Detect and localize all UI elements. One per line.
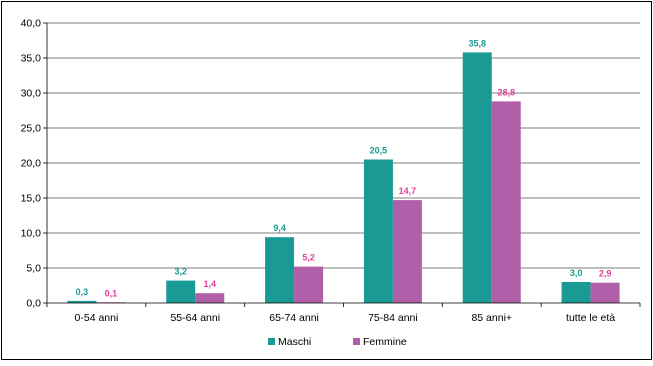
bar-maschi bbox=[363, 159, 393, 303]
bar-maschi bbox=[462, 52, 492, 304]
legend-swatch-femmine bbox=[353, 338, 360, 345]
bar-femmine bbox=[294, 266, 324, 303]
bar-maschi bbox=[166, 280, 196, 303]
data-labels: 0,3 0,1 3,2 1,4 9,4 5,2 20,5 14,7 35,8 28,8 3,0 2,9 bbox=[76, 38, 612, 298]
data-label: 9,4 bbox=[273, 223, 286, 233]
y-tick-label: 30,0 bbox=[21, 88, 42, 100]
y-tick-label: 0,0 bbox=[26, 298, 41, 310]
data-label: 35,8 bbox=[468, 38, 486, 48]
y-tick-label: 25,0 bbox=[21, 123, 42, 135]
bars bbox=[67, 52, 620, 304]
data-label: 0,3 bbox=[76, 287, 89, 297]
x-tick-label: 75-84 anni bbox=[368, 312, 418, 324]
y-tick-label: 40,0 bbox=[21, 18, 42, 30]
bar-maschi bbox=[561, 282, 591, 303]
y-tick-label: 20,0 bbox=[21, 158, 42, 170]
y-tick-label: 10,0 bbox=[21, 228, 42, 240]
bar-femmine bbox=[491, 101, 521, 304]
legend-label-maschi: Maschi bbox=[278, 336, 311, 348]
data-label: 5,2 bbox=[302, 253, 315, 263]
x-tick-label: 0-54 anni bbox=[75, 312, 119, 324]
y-tick-label: 15,0 bbox=[21, 193, 42, 205]
legend-label-femmine: Femmine bbox=[363, 336, 407, 348]
data-label: 3,2 bbox=[174, 267, 187, 277]
x-tick-label: 55-64 anni bbox=[170, 312, 220, 324]
data-label: 2,9 bbox=[599, 269, 612, 279]
bar-femmine bbox=[392, 200, 422, 303]
legend: Maschi Femmine bbox=[268, 336, 407, 348]
x-axis-tick-labels: 0-54 anni 55-64 anni 65-74 anni 75-84 anni 8… bbox=[46, 303, 641, 324]
bar-maschi bbox=[265, 237, 295, 303]
bar-femmine bbox=[590, 282, 620, 303]
data-label: 3,0 bbox=[570, 268, 583, 278]
data-label: 20,5 bbox=[370, 146, 388, 156]
chart-border bbox=[1, 1, 652, 360]
y-tick-label: 35,0 bbox=[21, 53, 42, 65]
bar-femmine bbox=[195, 293, 225, 303]
data-label: 0,1 bbox=[105, 288, 118, 298]
x-tick-label: 85 anni+ bbox=[471, 312, 512, 324]
data-label: 28,8 bbox=[497, 87, 515, 97]
data-label: 1,4 bbox=[203, 279, 216, 289]
x-tick-label: tutte le età bbox=[566, 312, 615, 324]
data-label: 14,7 bbox=[399, 186, 417, 196]
gridlines bbox=[47, 22, 640, 269]
y-tick-label: 5,0 bbox=[26, 263, 41, 275]
legend-swatch-maschi bbox=[268, 338, 275, 345]
x-tick-label: 65-74 anni bbox=[269, 312, 319, 324]
y-axis-tick-labels: 0,0 5,0 10,0 15,0 20,0 25,0 30,0 35,0 40,0 bbox=[21, 18, 47, 310]
bar-maschi bbox=[67, 300, 97, 303]
